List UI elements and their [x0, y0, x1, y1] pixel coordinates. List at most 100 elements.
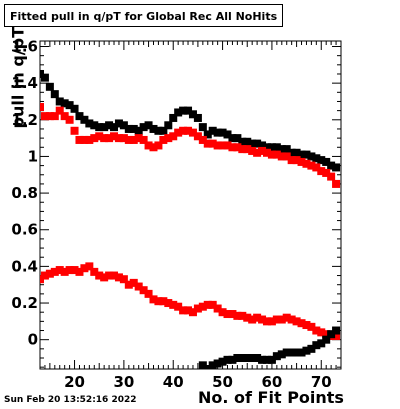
data-point: [95, 271, 104, 280]
y-tick-label: 0: [28, 331, 38, 349]
data-point: [188, 308, 197, 317]
data-point: [228, 310, 237, 319]
data-point: [297, 319, 306, 328]
data-point: [267, 150, 276, 159]
data-point: [272, 352, 281, 361]
y-tick-label: 0.2: [11, 294, 38, 312]
data-point: [144, 289, 153, 298]
data-point: [277, 350, 286, 359]
data-point: [164, 299, 173, 308]
data-point: [134, 134, 143, 143]
data-point: [164, 121, 173, 130]
data-point: [327, 330, 336, 339]
data-point: [45, 82, 54, 91]
data-point: [228, 143, 237, 152]
data-point: [228, 355, 237, 364]
data-point: [248, 139, 257, 148]
data-point: [292, 317, 301, 326]
data-point: [253, 148, 262, 157]
data-point: [312, 326, 321, 335]
data-point: [95, 132, 104, 141]
data-point: [238, 354, 247, 363]
data-point: [302, 159, 311, 168]
data-point: [100, 273, 109, 282]
data-point: [80, 115, 89, 124]
data-point: [253, 354, 262, 363]
data-point: [55, 106, 64, 115]
data-point: [203, 139, 212, 148]
data-point: [203, 300, 212, 309]
data-point: [139, 123, 148, 132]
data-point: [218, 128, 227, 137]
data-point: [124, 280, 133, 289]
data-point: [85, 119, 94, 128]
data-point: [312, 341, 321, 350]
data-point: [80, 264, 89, 273]
data-point: [238, 311, 247, 320]
data-point: [174, 302, 183, 311]
data-point: [322, 157, 331, 166]
data-point: [317, 156, 326, 165]
data-point: [60, 112, 69, 121]
data-point: [169, 113, 178, 122]
data-point: [149, 124, 158, 133]
data-point: [60, 99, 69, 108]
x-tick-label: 60: [261, 373, 282, 391]
data-point: [45, 269, 54, 278]
data-point: [90, 121, 99, 130]
data-point: [287, 348, 296, 357]
data-point: [312, 163, 321, 172]
data-point: [282, 348, 291, 357]
data-point: [292, 156, 301, 165]
data-point: [198, 361, 207, 369]
data-point: [267, 355, 276, 364]
data-point: [223, 141, 232, 150]
data-point: [258, 141, 267, 150]
data-point: [287, 148, 296, 157]
data-point: [169, 300, 178, 309]
x-tick-label: 50: [212, 373, 233, 391]
data-point: [228, 134, 237, 143]
data-point: [307, 344, 316, 353]
data-point: [262, 355, 271, 364]
y-tick-label: 0.4: [11, 257, 38, 275]
data-point: [297, 348, 306, 357]
data-point: [119, 275, 128, 284]
data-point: [287, 156, 296, 165]
data-point: [272, 315, 281, 324]
data-point: [154, 297, 163, 306]
data-point: [233, 354, 242, 363]
data-point: [198, 135, 207, 144]
data-point: [159, 135, 168, 144]
data-point: [174, 128, 183, 137]
data-point: [262, 317, 271, 326]
data-point: [198, 123, 207, 132]
data-point: [332, 163, 341, 172]
data-point: [223, 310, 232, 319]
data-point: [188, 128, 197, 137]
data-point: [144, 121, 153, 130]
data-point: [208, 361, 217, 369]
data-point: [243, 313, 252, 322]
data-point: [248, 146, 257, 155]
data-point: [258, 146, 267, 155]
data-point: [213, 128, 222, 137]
data-point: [129, 278, 138, 287]
data-point: [70, 126, 79, 135]
data-point: [55, 97, 64, 106]
data-point: [139, 135, 148, 144]
data-point: [317, 339, 326, 348]
data-point: [164, 134, 173, 143]
data-point: [139, 286, 148, 295]
data-point: [223, 355, 232, 364]
data-point: [85, 262, 94, 271]
data-point: [218, 357, 227, 366]
data-point: [262, 143, 271, 152]
data-point: [243, 354, 252, 363]
data-point: [238, 137, 247, 146]
y-tick-label: 1: [28, 147, 38, 165]
data-point: [90, 134, 99, 143]
data-point: [134, 282, 143, 291]
y-tick-label: 1.2: [11, 111, 38, 129]
